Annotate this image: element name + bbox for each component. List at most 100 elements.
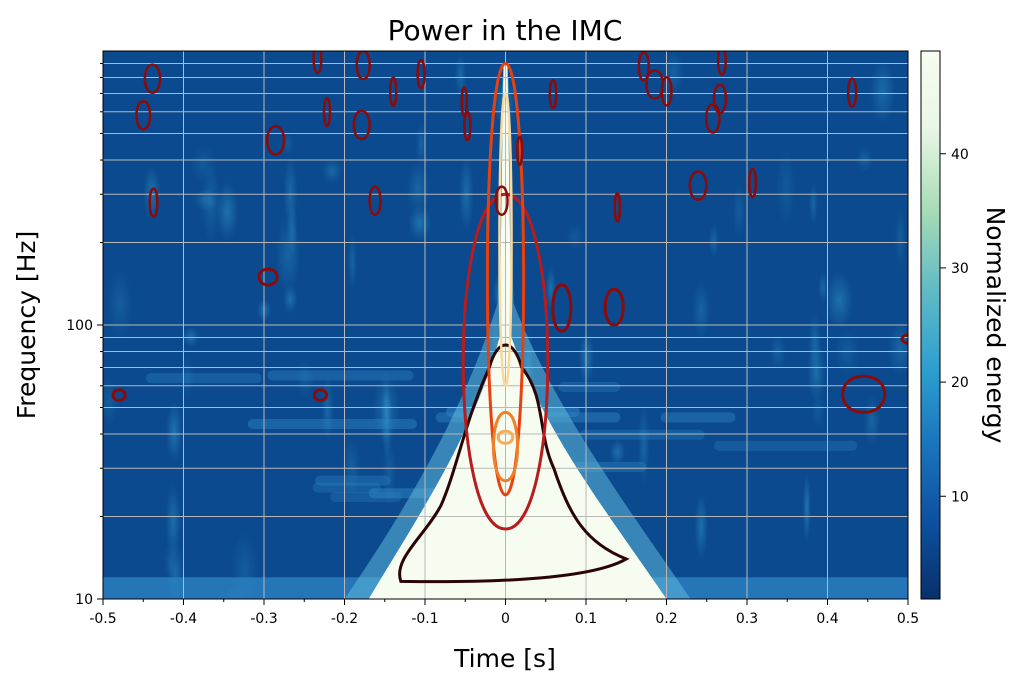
heatmap-blob [295,358,314,399]
x-axis-label: Time [s] [453,644,556,673]
heatmap-blob [107,269,133,340]
contour-island [355,51,371,81]
heatmap-streak [558,381,621,392]
heatmap-blob [321,377,334,442]
heatmap-blob [283,156,298,231]
heatmap-blob [708,224,720,258]
y-axis-ticks: 10 100 [66,63,103,608]
heatmap-blob [638,405,650,485]
contour-island [389,76,398,108]
contour-island [841,374,887,414]
contour-island [603,287,625,327]
contour-island [704,103,721,134]
x-tick-label: 0.3 [736,611,758,627]
contour-island [352,109,371,141]
heatmap-blob [663,52,684,93]
x-tick-label: 0.1 [575,611,597,627]
heatmap-blob [732,183,746,239]
contour-island [613,192,622,223]
x-tick-label: -0.5 [89,611,116,627]
heatmap-blob [869,58,896,124]
heatmap-blob [834,329,860,376]
heatmap-blob [201,163,221,242]
heatmap-blob [694,493,708,560]
heatmap-blob [566,224,584,250]
contour-island [516,135,524,167]
colorbar-ticks: 10 20 30 40 [940,147,969,505]
heatmap-blob [165,401,183,462]
contour-island [135,99,152,131]
contour-level-5 [496,429,515,445]
x-tick-label: -0.2 [331,611,358,627]
contour-island [148,187,159,218]
contour-island [712,83,728,115]
heatmap-blob [165,483,181,560]
contour-island [322,96,332,128]
contour-island [548,78,558,110]
contour-island [716,51,727,76]
contour-island [111,388,127,403]
heatmap-blob [802,472,811,543]
heatmap-blob [808,182,818,225]
contour-island [257,267,279,287]
heatmap-blob [807,340,826,403]
contour-island [416,58,426,90]
colorbar-tick-label: 10 [951,489,969,505]
contour-island [846,77,858,108]
x-tick-label: -0.4 [170,611,197,627]
heatmap-blob [811,392,825,428]
heatmap-blob [887,321,908,377]
heatmap-blob [825,271,854,330]
heatmap-streak [660,412,736,423]
x-tick-label: -0.3 [250,611,277,627]
heatmap-streak [714,440,858,451]
contour-island [637,51,650,82]
grid-lines [103,51,908,599]
y-axis-label: Frequency [Hz] [12,231,41,420]
heatmap-blob [691,281,711,339]
heatmap-blob [609,439,626,465]
heatmap-blob [372,374,400,444]
colorbar-tick-label: 20 [951,375,969,391]
colorbar-tick-label: 40 [951,147,969,163]
heatmap-streak [145,373,262,384]
heatmap-blob [275,216,301,294]
heatmap-blob [342,438,361,494]
heatmap-blob [863,396,881,446]
contour-island [265,124,286,156]
contour-island [463,110,472,142]
heatmap-blob [545,266,557,310]
x-tick-label: 0.2 [655,611,677,627]
chirp-core [368,63,667,599]
heatmap-streak [312,482,381,493]
colorbar: 10 20 30 40 Normalized energy [920,50,1010,600]
y-tick-label: 10 [75,592,93,608]
contour-island [688,170,708,201]
x-tick-label: -0.1 [411,611,438,627]
contour-outer [398,343,630,584]
heatmap-blob [216,181,239,242]
colorbar-gradient [920,50,941,600]
colorbar-tick-label: 30 [951,261,969,277]
contour-island [368,185,382,217]
heatmap-streak [579,429,705,440]
contour-level-4 [492,410,519,483]
contour-island [143,63,162,94]
x-tick-label: 0 [501,611,510,627]
contour-level-3 [485,62,526,497]
contour-island [551,283,573,333]
heatmap-blob [776,150,796,225]
x-axis-ticks: -0.5 -0.4 -0.3 -0.2 -0.1 0 0.1 0.2 0.3 0.4 0.5 [89,599,919,627]
chart-title: Power in the IMC [388,14,623,47]
plot-area [103,51,908,599]
contour-island [312,388,328,403]
energy-contours [111,51,908,584]
contour-island [494,185,509,217]
heatmap-blob [347,232,358,291]
heatmap-blob [181,355,194,399]
colorbar-label: Normalized energy [981,207,1010,444]
contour-level-2 [461,192,550,531]
contour-island [645,69,665,100]
y-tick-label: 100 [66,318,93,334]
